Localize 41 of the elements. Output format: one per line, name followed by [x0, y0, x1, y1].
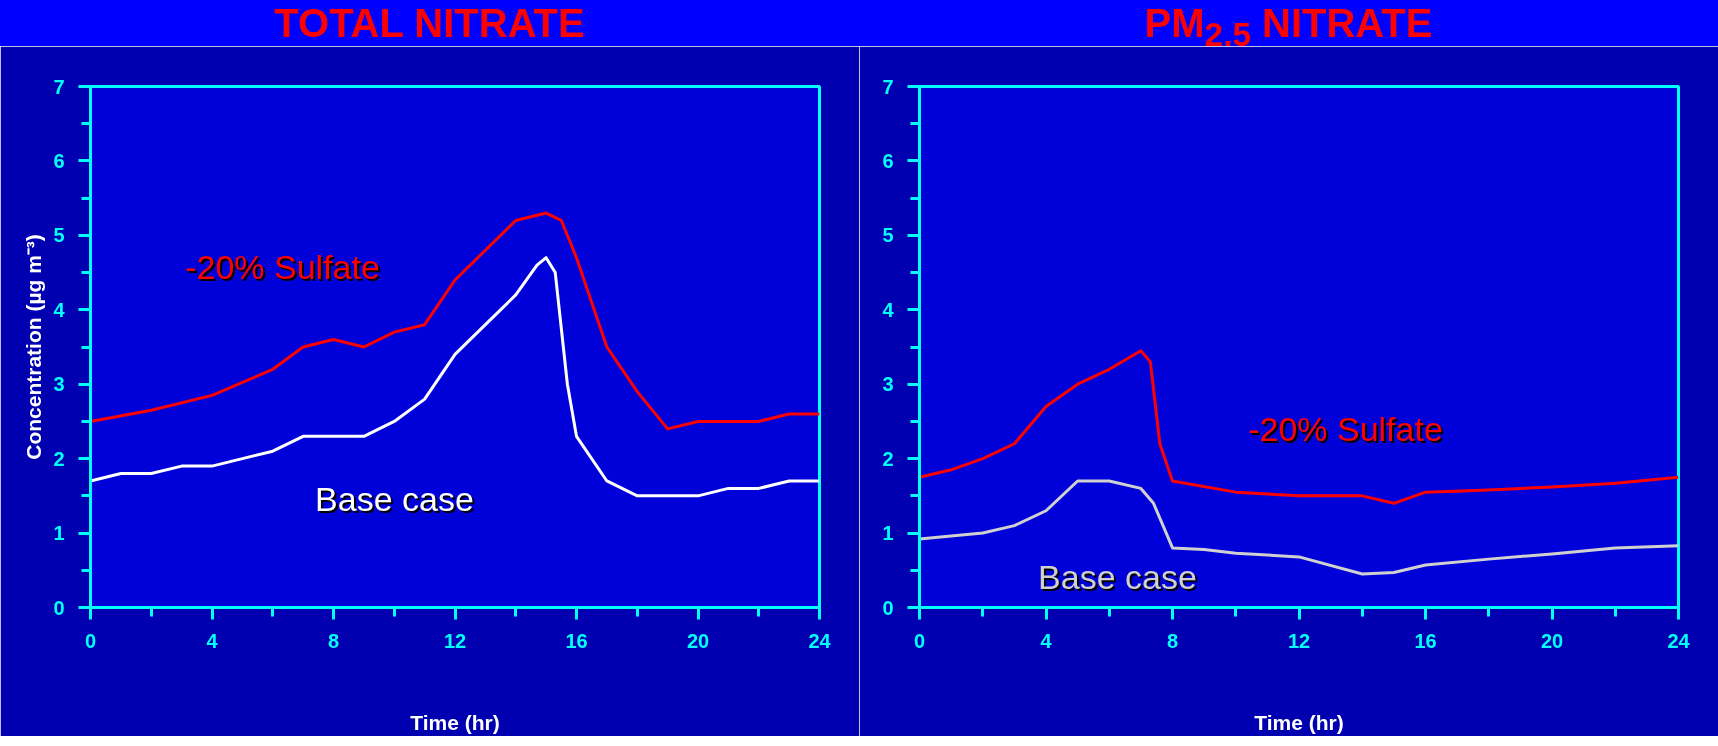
x-tick-label: 24: [1667, 629, 1691, 652]
y-tick-label: 1: [882, 522, 894, 545]
y-tick-label: 5: [53, 224, 65, 247]
y-tick-label: 1: [53, 522, 65, 545]
chart-title: TOTAL NITRATE: [274, 0, 585, 46]
x-tick-label: 12: [1287, 629, 1311, 652]
y-tick-label: 7: [53, 75, 65, 98]
x-tick-label: 4: [206, 629, 219, 652]
line-series: [90, 211, 820, 431]
y-tick-label: 3: [53, 373, 65, 396]
y-axis-title: Concentration (µg m⁻³): [22, 234, 46, 460]
x-tick-label: 20: [686, 629, 710, 652]
x-tick-label: 0: [84, 629, 97, 652]
x-tick-label: 16: [1414, 629, 1437, 652]
y-tick-label: 3: [882, 373, 894, 396]
y-tick-label: 6: [882, 149, 894, 172]
line-series: [919, 349, 1679, 505]
x-tick-label: 0: [913, 629, 926, 652]
y-tick-label: 2: [882, 447, 894, 470]
x-axis-title: Time (hr): [1254, 710, 1344, 734]
y-tick-label: 7: [882, 75, 894, 98]
series-label: -20% Sulfate: [187, 249, 382, 288]
x-tick-label: 20: [1540, 629, 1564, 652]
x-tick-label: 12: [443, 629, 467, 652]
y-tick-label: 2: [53, 447, 65, 470]
x-tick-label: 4: [1040, 629, 1053, 652]
series-label: Base case: [1038, 557, 1197, 596]
y-tick-label: 0: [882, 596, 894, 619]
x-tick-label: 24: [808, 629, 832, 652]
series-label: -20% Sulfate: [1250, 411, 1445, 450]
x-tick-label: 8: [1166, 629, 1179, 652]
x-tick-label: 8: [327, 629, 340, 652]
chart-title: PM$_{2.5}$ NITRATE: [1144, 0, 1433, 55]
y-tick-label: 5: [882, 224, 894, 247]
x-axis-title: Time (hr): [410, 710, 500, 734]
y-tick-label: 6: [53, 149, 65, 172]
x-tick-label: 16: [565, 629, 588, 652]
y-tick-label: 4: [53, 298, 66, 321]
y-tick-label: 0: [53, 596, 65, 619]
series-label: Base case: [315, 479, 474, 518]
y-tick-label: 4: [882, 298, 895, 321]
